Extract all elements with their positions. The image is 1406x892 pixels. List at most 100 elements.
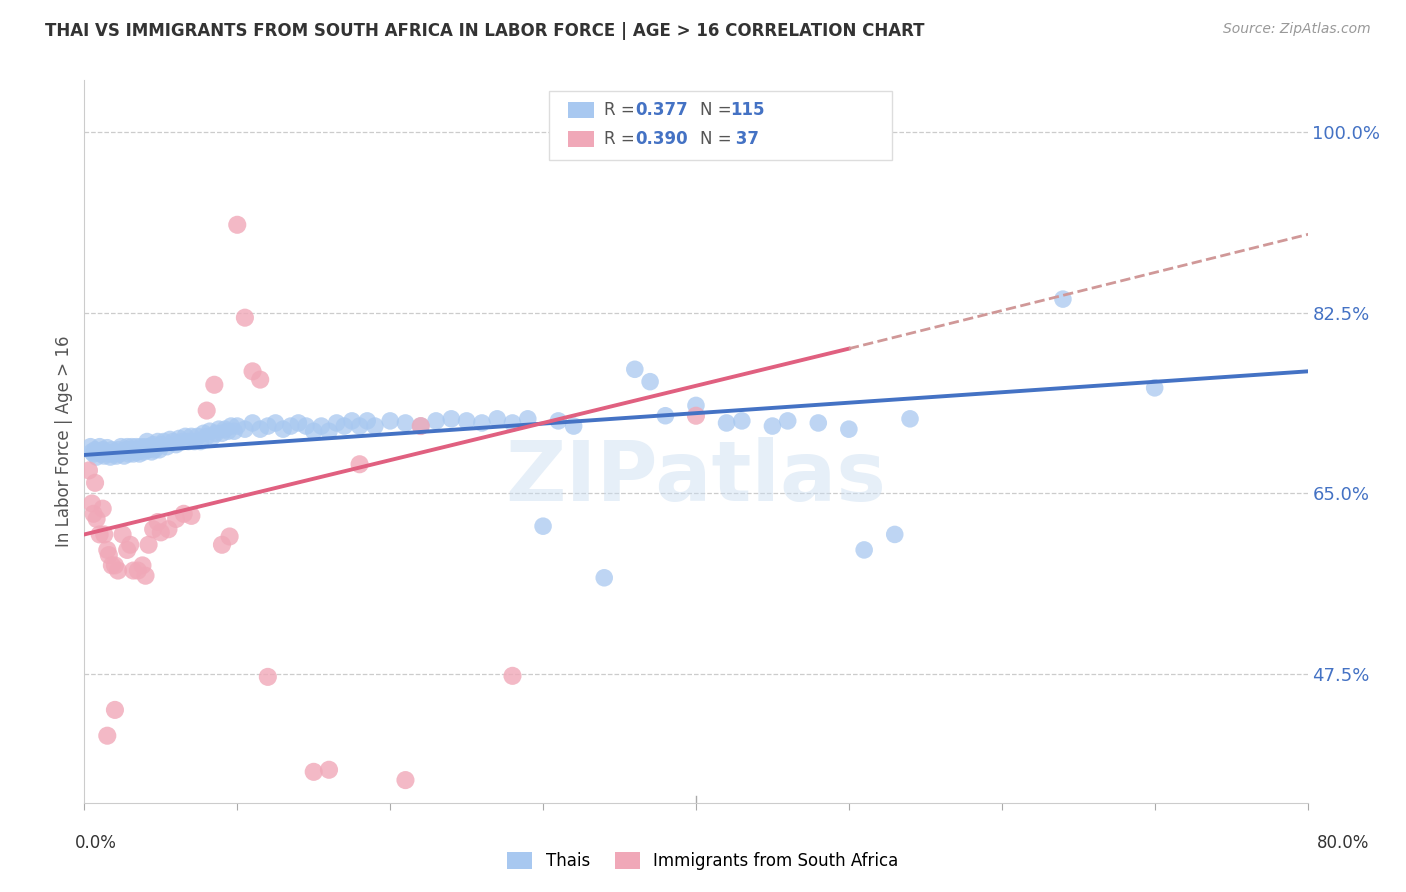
Point: [883, 527, 905, 541]
Point: [195, 403, 218, 417]
Point: [205, 426, 228, 441]
Point: [271, 422, 294, 436]
Point: [249, 422, 271, 436]
Point: [349, 419, 371, 434]
Point: [217, 424, 239, 438]
Point: [97, 447, 120, 461]
Point: [486, 412, 509, 426]
Point: [77, 463, 100, 477]
Point: [409, 419, 432, 434]
Point: [394, 416, 416, 430]
Point: [394, 773, 416, 788]
Point: [685, 409, 707, 423]
Point: [318, 424, 340, 438]
Text: 115: 115: [730, 101, 765, 119]
Point: [90, 447, 112, 461]
Point: [409, 419, 432, 434]
Point: [135, 568, 157, 582]
Point: [1052, 292, 1074, 306]
Point: [122, 564, 145, 578]
Point: [218, 529, 240, 543]
Point: [502, 669, 524, 683]
Point: [264, 416, 287, 430]
Point: [340, 414, 363, 428]
Point: [107, 442, 129, 457]
Point: [208, 422, 231, 436]
Point: [79, 440, 101, 454]
Point: [149, 437, 172, 451]
Point: [325, 416, 347, 430]
Point: [105, 449, 128, 463]
Point: [165, 512, 187, 526]
Point: [226, 419, 249, 434]
Point: [97, 548, 120, 562]
Point: [716, 416, 738, 430]
Point: [356, 414, 378, 428]
Point: [257, 419, 280, 434]
Point: [165, 437, 187, 451]
Point: [142, 522, 165, 536]
Point: [1143, 381, 1166, 395]
Point: [112, 449, 135, 463]
Text: 0.0%: 0.0%: [75, 834, 117, 852]
Point: [214, 422, 236, 436]
Point: [83, 447, 105, 461]
FancyBboxPatch shape: [550, 91, 891, 160]
Point: [93, 449, 115, 463]
Point: [110, 440, 132, 454]
Point: [96, 729, 118, 743]
Point: [84, 475, 107, 490]
Point: [131, 558, 153, 573]
Point: [425, 414, 447, 428]
Point: [125, 440, 148, 454]
Text: R =: R =: [605, 130, 640, 148]
Point: [198, 424, 221, 438]
Point: [127, 445, 149, 459]
Text: 0.390: 0.390: [636, 130, 688, 148]
Point: [108, 447, 131, 461]
Point: [135, 440, 157, 454]
Point: [89, 440, 111, 454]
Y-axis label: In Labor Force | Age > 16: In Labor Force | Age > 16: [55, 335, 73, 548]
Point: [120, 442, 142, 457]
Point: [157, 522, 180, 536]
Point: [84, 442, 107, 457]
Point: [127, 564, 149, 578]
Point: [211, 426, 233, 441]
Point: [153, 434, 176, 449]
Text: 0.377: 0.377: [636, 101, 688, 119]
Point: [456, 414, 478, 428]
Point: [302, 424, 325, 438]
Point: [226, 218, 249, 232]
Point: [94, 445, 117, 459]
Point: [249, 373, 271, 387]
Point: [143, 442, 166, 457]
Point: [96, 441, 118, 455]
Point: [638, 375, 661, 389]
Text: R =: R =: [605, 101, 640, 119]
Point: [440, 412, 463, 426]
Point: [129, 440, 152, 454]
Point: [257, 670, 280, 684]
Point: [96, 542, 118, 557]
Text: N =: N =: [700, 130, 737, 148]
Point: [86, 512, 108, 526]
Point: [114, 442, 136, 457]
Point: [853, 542, 876, 557]
Point: [193, 426, 215, 441]
Point: [172, 434, 194, 449]
Point: [654, 409, 676, 423]
Point: [80, 445, 103, 459]
Point: [156, 440, 179, 454]
Point: [471, 416, 494, 430]
Point: [91, 442, 114, 457]
Point: [138, 442, 160, 457]
Point: [242, 416, 264, 430]
Point: [115, 440, 138, 454]
Point: [202, 377, 225, 392]
Bar: [568, 102, 595, 118]
Point: [120, 538, 142, 552]
Point: [180, 508, 202, 523]
Point: [173, 507, 195, 521]
Point: [146, 515, 169, 529]
